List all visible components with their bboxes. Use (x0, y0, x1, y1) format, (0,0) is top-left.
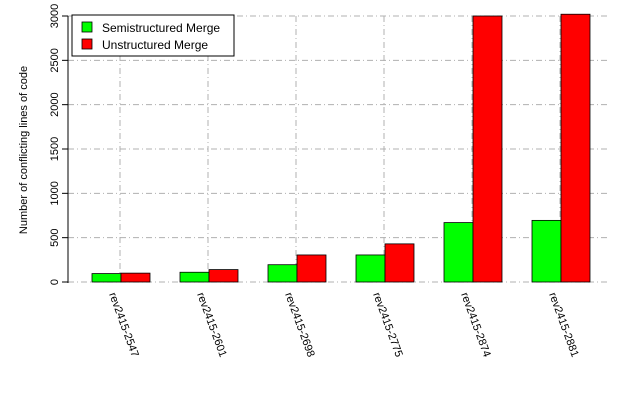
grid-lines (68, 15, 608, 283)
y-tick-label: 1500 (49, 137, 61, 161)
bars (91, 13, 591, 283)
x-tick-label: rev2415-2547 (106, 291, 140, 359)
x-tick-label: rev2415-2874 (458, 291, 492, 359)
bar-semistructured (267, 264, 298, 283)
y-tick-label: 500 (49, 228, 61, 246)
bar-semistructured (355, 254, 386, 283)
bar-unstructured (560, 13, 591, 283)
bar-semistructured (531, 219, 562, 283)
bar-unstructured (296, 254, 327, 283)
x-axis-ticks: rev2415-2547 rev2415-2601 rev2415-2698 rev2… (106, 291, 580, 359)
legend-box (71, 14, 235, 57)
legend-label-semistructured: Semistructured Merge (102, 21, 220, 35)
x-tick-label: rev2415-2601 (194, 291, 228, 359)
legend-swatch-unstructured (81, 38, 93, 50)
y-tick-label: 1000 (49, 181, 61, 205)
x-tick-label: rev2415-2775 (370, 291, 404, 359)
y-axis-ticks: 0 500 1000 1500 2000 2500 3000 (49, 4, 68, 285)
y-tick-label: 2500 (49, 48, 61, 72)
y-axis-title: Number of conflicting lines of code (18, 66, 30, 234)
bar-semistructured (179, 271, 210, 283)
y-tick-label: 2000 (49, 92, 61, 116)
legend-swatch-semistructured (81, 21, 93, 33)
bar-semistructured (91, 273, 122, 283)
bar-unstructured (472, 15, 503, 283)
legend-label-unstructured: Unstructured Merge (102, 38, 208, 52)
x-tick-label: rev2415-2698 (282, 291, 316, 359)
bar-unstructured (208, 269, 239, 283)
bar-semistructured (443, 222, 474, 283)
y-tick-label: 3000 (49, 4, 61, 28)
bar-unstructured (384, 243, 415, 283)
bar-unstructured (120, 272, 151, 283)
y-tick-label: 0 (49, 279, 61, 285)
x-tick-label: rev2415-2881 (546, 291, 580, 359)
legend: Semistructured Merge Unstructured Merge (71, 14, 235, 57)
